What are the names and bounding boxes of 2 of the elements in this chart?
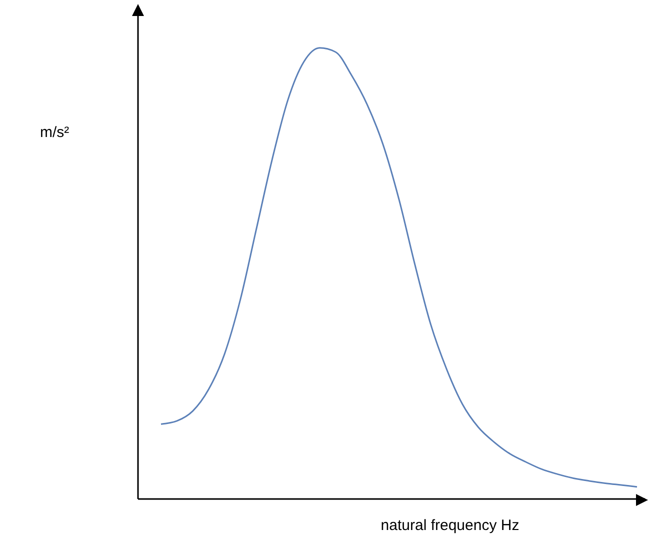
- y-axis-title: m/s²: [40, 124, 70, 141]
- x-axis-title: natural frequency Hz: [380, 517, 520, 534]
